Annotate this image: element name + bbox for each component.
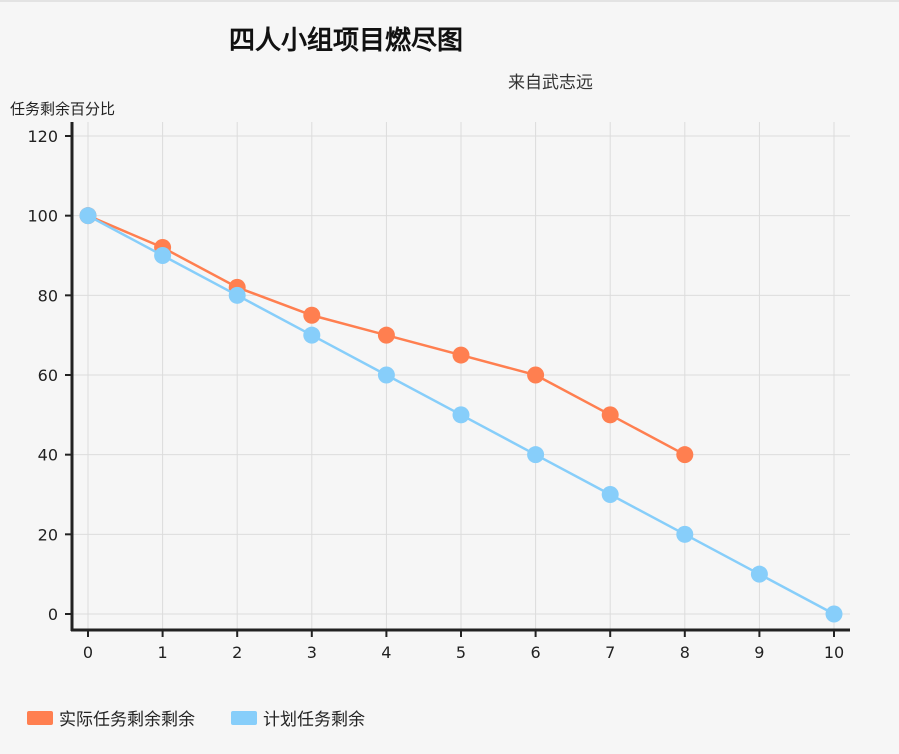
y-tick-label: 60 bbox=[38, 366, 58, 385]
y-tick-label: 100 bbox=[27, 207, 58, 226]
y-tick-label: 80 bbox=[38, 286, 58, 305]
series-layer bbox=[79, 207, 843, 623]
x-tick-label: 7 bbox=[605, 643, 615, 662]
x-tick-label: 2 bbox=[232, 643, 242, 662]
data-point bbox=[377, 326, 395, 344]
x-tick-label: 4 bbox=[381, 643, 391, 662]
x-tick-label: 9 bbox=[754, 643, 764, 662]
chart-subtitle: 来自武志远 bbox=[508, 73, 593, 93]
data-point bbox=[303, 326, 321, 344]
data-point bbox=[303, 306, 321, 324]
data-point bbox=[601, 406, 619, 424]
series-planned bbox=[79, 207, 843, 623]
y-tick-label: 0 bbox=[48, 605, 58, 624]
x-tick-label: 10 bbox=[824, 643, 844, 662]
chart-title: 四人小组项目燃尽图 bbox=[229, 26, 464, 56]
legend-label-planned: 计划任务剩余 bbox=[263, 710, 365, 730]
y-axis-label: 任务剩余百分比 bbox=[10, 100, 116, 118]
grid-lines bbox=[72, 122, 850, 630]
data-point bbox=[154, 247, 172, 264]
x-tick-label: 1 bbox=[158, 643, 168, 662]
x-tick-label: 6 bbox=[531, 643, 541, 662]
axes: 0 20 40 60 80 100 120 0 1 2 3 4 5 6 7 8 9 10 bbox=[27, 122, 850, 662]
legend-item-actual[interactable]: 实际任务剩余剩余 bbox=[27, 705, 195, 730]
data-point bbox=[601, 486, 619, 503]
data-point bbox=[676, 446, 694, 464]
x-tick-label: 3 bbox=[307, 643, 317, 662]
legend-swatch-actual bbox=[27, 710, 53, 725]
x-tick-label: 5 bbox=[456, 643, 466, 662]
x-tick-label: 8 bbox=[680, 643, 690, 662]
legend-item-planned[interactable]: 计划任务剩余 bbox=[231, 705, 365, 730]
data-point bbox=[452, 406, 470, 424]
data-point bbox=[377, 366, 395, 384]
data-point bbox=[79, 207, 97, 225]
data-point bbox=[527, 446, 545, 464]
data-point bbox=[750, 565, 768, 583]
data-point bbox=[452, 346, 470, 364]
data-point bbox=[825, 605, 843, 623]
legend-label-actual: 实际任务剩余剩余 bbox=[59, 710, 195, 730]
x-tick-label: 0 bbox=[83, 643, 93, 662]
data-point bbox=[527, 366, 545, 384]
y-tick-label: 20 bbox=[38, 525, 58, 544]
data-point bbox=[676, 525, 694, 543]
y-tick-label: 120 bbox=[27, 127, 58, 146]
top-divider bbox=[0, 0, 899, 2]
data-point bbox=[228, 286, 246, 304]
y-tick-label: 40 bbox=[38, 446, 58, 465]
legend: 实际任务剩余剩余 计划任务剩余 bbox=[27, 705, 401, 730]
legend-swatch-planned bbox=[231, 710, 257, 725]
